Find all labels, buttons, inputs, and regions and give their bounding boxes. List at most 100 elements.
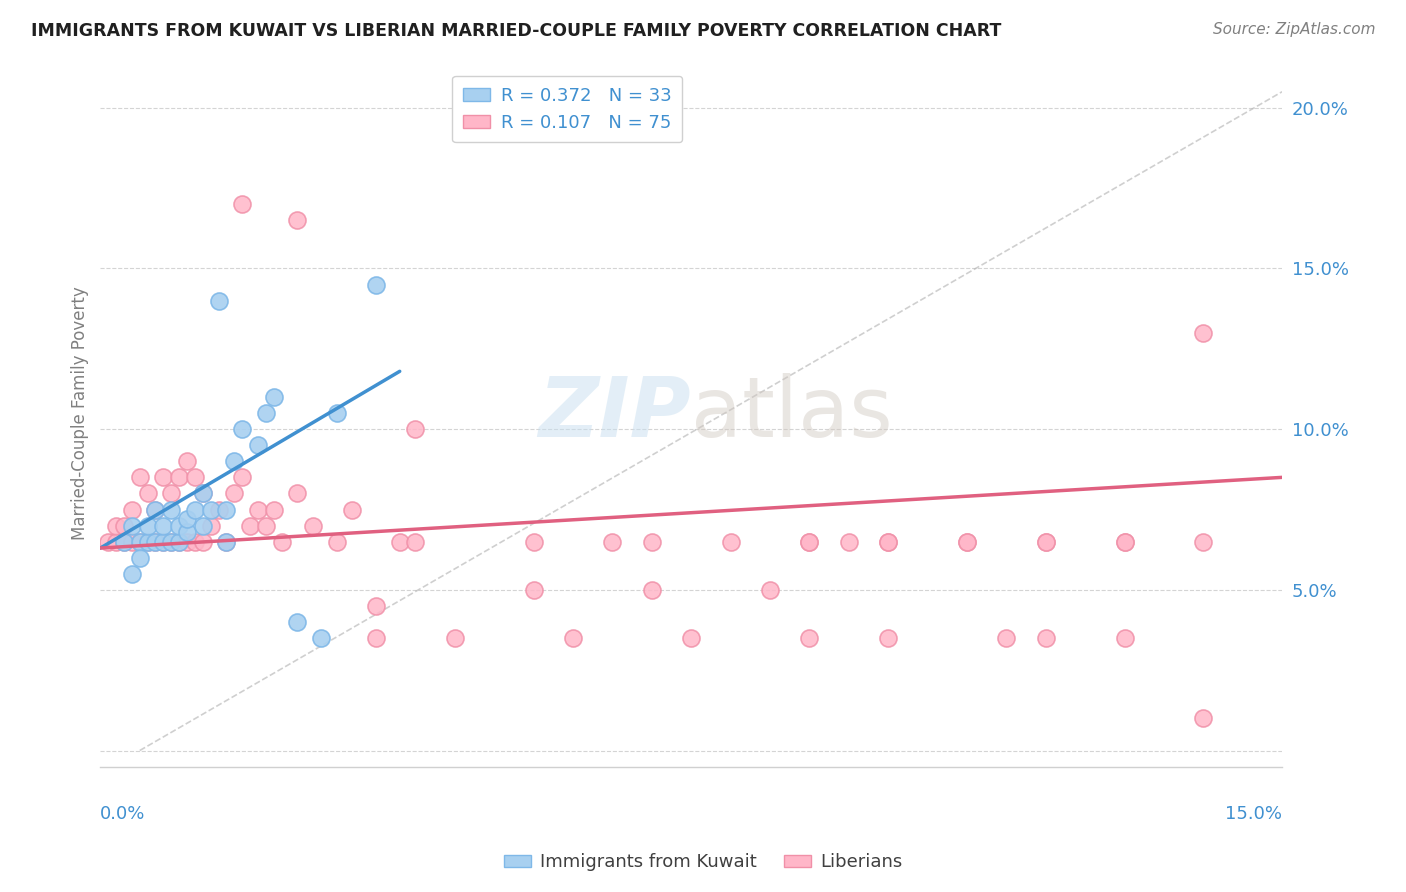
Point: [191, 518, 214, 533]
Point: [799, 631, 821, 645]
Point: [956, 534, 979, 549]
Point: [246, 438, 269, 452]
Point: [128, 470, 150, 484]
Point: [167, 470, 190, 484]
Text: ZIP: ZIP: [538, 373, 692, 454]
Point: [877, 534, 900, 549]
Legend: Immigrants from Kuwait, Liberians: Immigrants from Kuwait, Liberians: [496, 847, 910, 879]
Point: [97, 534, 120, 549]
Point: [200, 502, 222, 516]
Point: [184, 502, 207, 516]
Point: [405, 422, 427, 436]
Point: [176, 524, 198, 539]
Point: [184, 534, 207, 549]
Point: [799, 534, 821, 549]
Point: [121, 518, 143, 533]
Point: [136, 486, 159, 500]
Point: [681, 631, 703, 645]
Point: [152, 534, 174, 549]
Point: [1035, 534, 1057, 549]
Point: [128, 550, 150, 565]
Point: [641, 582, 664, 597]
Point: [191, 534, 214, 549]
Point: [270, 534, 292, 549]
Point: [176, 512, 198, 526]
Point: [191, 486, 214, 500]
Point: [207, 293, 229, 308]
Point: [207, 502, 229, 516]
Point: [145, 502, 167, 516]
Point: [254, 518, 277, 533]
Point: [145, 534, 167, 549]
Point: [602, 534, 624, 549]
Point: [160, 534, 183, 549]
Point: [523, 534, 546, 549]
Point: [1114, 534, 1136, 549]
Point: [263, 390, 285, 404]
Point: [325, 534, 347, 549]
Point: [285, 486, 308, 500]
Point: [877, 534, 900, 549]
Point: [239, 518, 262, 533]
Point: [1035, 631, 1057, 645]
Y-axis label: Married-Couple Family Poverty: Married-Couple Family Poverty: [72, 286, 89, 540]
Point: [956, 534, 979, 549]
Text: 15.0%: 15.0%: [1225, 805, 1282, 823]
Point: [121, 534, 143, 549]
Point: [145, 534, 167, 549]
Point: [285, 213, 308, 227]
Point: [136, 534, 159, 549]
Point: [838, 534, 860, 549]
Point: [720, 534, 742, 549]
Point: [231, 197, 253, 211]
Point: [167, 534, 190, 549]
Point: [105, 534, 128, 549]
Point: [112, 518, 135, 533]
Point: [184, 470, 207, 484]
Point: [176, 534, 198, 549]
Point: [215, 534, 238, 549]
Point: [160, 534, 183, 549]
Point: [302, 518, 325, 533]
Point: [388, 534, 411, 549]
Point: [246, 502, 269, 516]
Point: [523, 582, 546, 597]
Point: [1035, 534, 1057, 549]
Point: [128, 534, 150, 549]
Point: [121, 566, 143, 581]
Point: [176, 454, 198, 468]
Point: [1192, 534, 1215, 549]
Point: [167, 518, 190, 533]
Point: [1192, 711, 1215, 725]
Point: [128, 534, 150, 549]
Point: [224, 486, 246, 500]
Point: [152, 470, 174, 484]
Point: [160, 486, 183, 500]
Point: [231, 422, 253, 436]
Point: [224, 454, 246, 468]
Point: [342, 502, 364, 516]
Point: [136, 534, 159, 549]
Point: [105, 518, 128, 533]
Text: IMMIGRANTS FROM KUWAIT VS LIBERIAN MARRIED-COUPLE FAMILY POVERTY CORRELATION CHA: IMMIGRANTS FROM KUWAIT VS LIBERIAN MARRI…: [31, 22, 1001, 40]
Point: [641, 534, 664, 549]
Point: [364, 631, 387, 645]
Point: [152, 534, 174, 549]
Point: [191, 486, 214, 500]
Point: [160, 502, 183, 516]
Legend: R = 0.372   N = 33, R = 0.107   N = 75: R = 0.372 N = 33, R = 0.107 N = 75: [453, 76, 682, 143]
Point: [215, 502, 238, 516]
Point: [1114, 534, 1136, 549]
Point: [145, 502, 167, 516]
Point: [285, 615, 308, 629]
Point: [444, 631, 467, 645]
Point: [231, 470, 253, 484]
Point: [263, 502, 285, 516]
Point: [167, 534, 190, 549]
Point: [309, 631, 332, 645]
Point: [799, 534, 821, 549]
Text: Source: ZipAtlas.com: Source: ZipAtlas.com: [1212, 22, 1375, 37]
Point: [112, 534, 135, 549]
Point: [121, 502, 143, 516]
Point: [405, 534, 427, 549]
